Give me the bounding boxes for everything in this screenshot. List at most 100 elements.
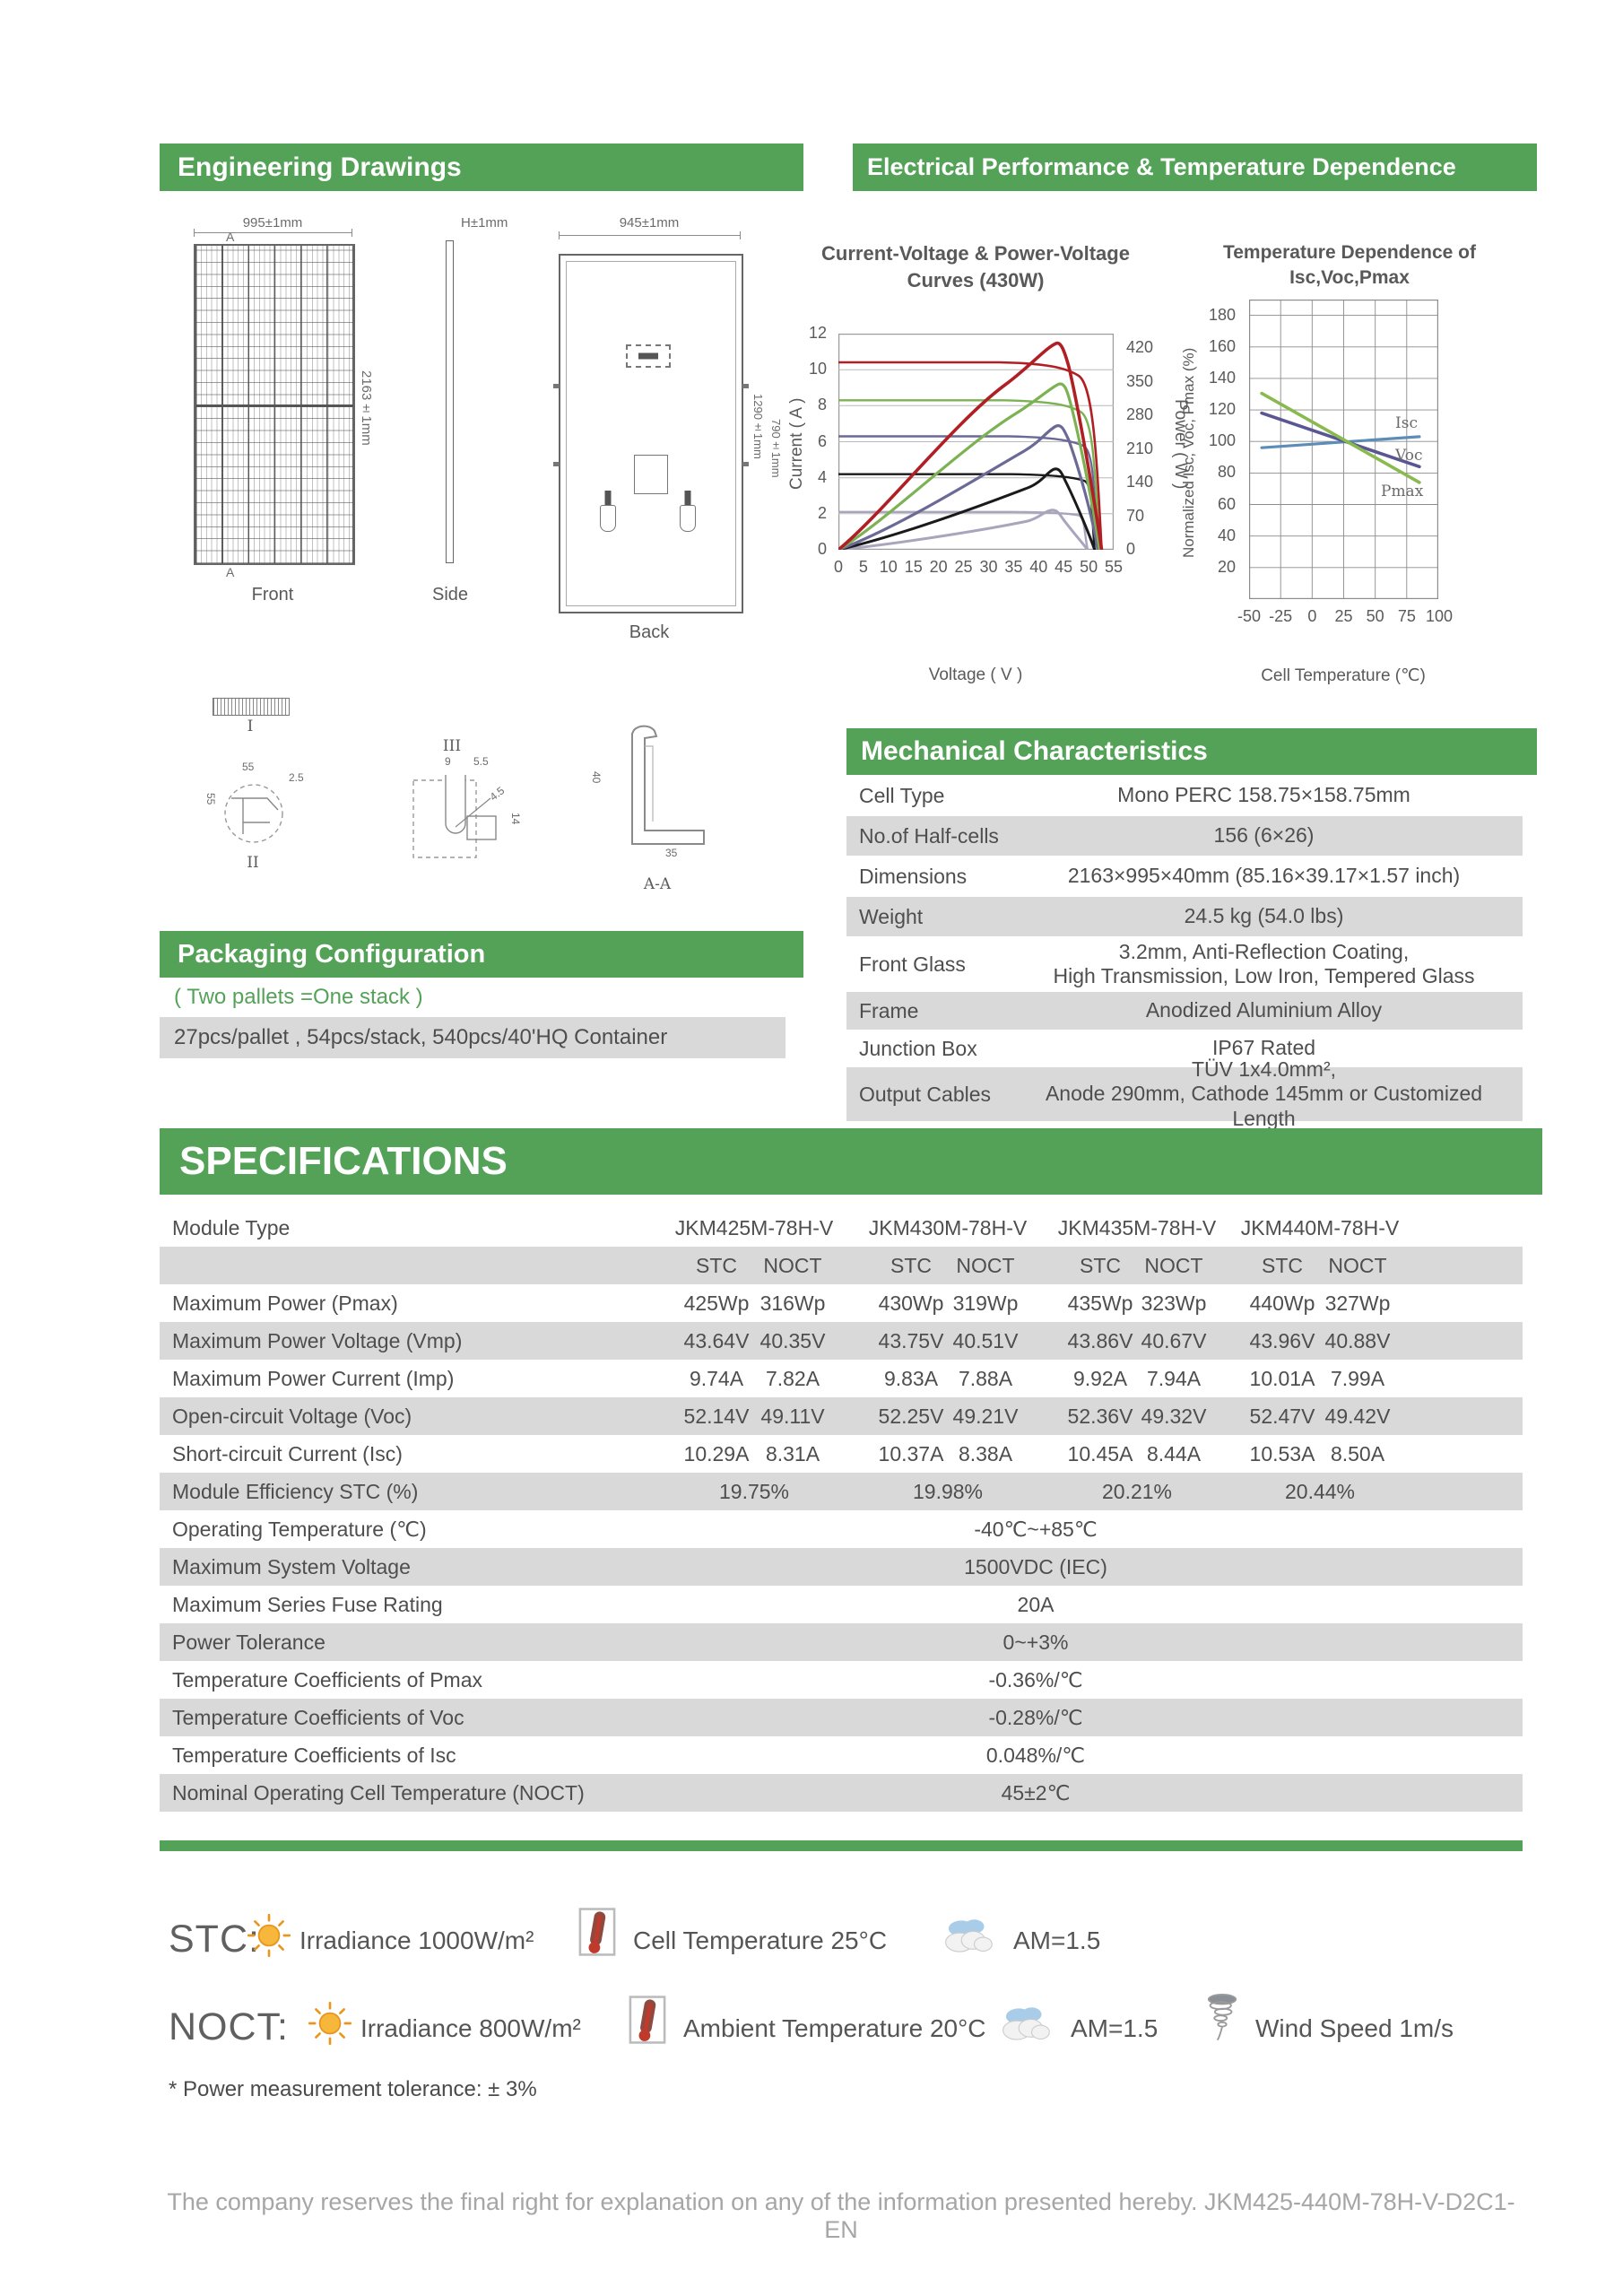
spec-row-label: Module Type — [172, 1216, 291, 1239]
mech-row-value-line2: High Transmission, Low Iron, Tempered Gl… — [1053, 964, 1475, 987]
noct-wind-speed-text: Wind Speed 1m/s — [1255, 2014, 1454, 2042]
iv-x-axis-label: Voltage ( V ) — [928, 665, 1023, 684]
electrical-performance-header: Electrical Performance & Temperature Dep… — [853, 144, 1537, 191]
mounting-distance-dimension-1: 1290±1mm — [751, 393, 765, 459]
axis-tick-label: 40 — [1029, 558, 1048, 576]
engineering-drawings-header: Engineering Drawings — [160, 144, 803, 191]
iv-chart-plot — [838, 334, 1114, 550]
side-view-drawing — [446, 240, 454, 563]
spec-value: 319Wp — [952, 1292, 1019, 1315]
spec-row-label: Maximum Power Current (Imp) — [172, 1367, 455, 1390]
iv-left-axis-ticks: 0 2 4 6 8 10 12 — [796, 324, 832, 558]
axis-tick-label: 6 — [817, 431, 827, 450]
temp-chart-title: Temperature Dependence of Isc,Voc,Pmax — [1222, 242, 1476, 289]
module-type: JKM435M-78H-V — [1057, 1216, 1217, 1239]
sun-icon — [247, 1914, 291, 1957]
section-divider — [160, 1840, 1523, 1851]
spec-value: 43.64V — [683, 1329, 750, 1352]
mounting-distance-dimension-2: 790±1mm — [769, 419, 783, 478]
axis-tick-label: 0 — [1126, 540, 1136, 558]
spec-row-label: Module Efficiency STC (%) — [172, 1480, 419, 1503]
detail-ii-drawing — [224, 784, 283, 843]
spec-value: 0.048%/℃ — [985, 1744, 1086, 1767]
noct-ambient-temperature-text: Ambient Temperature 20°C — [683, 2014, 986, 2042]
iv-y2-axis-label: Power ( W ) — [1171, 398, 1190, 490]
axis-tick-label: 15 — [904, 558, 923, 576]
mech-row-value: 3.2mm, Anti-Reflection Coating, High Tran… — [1012, 936, 1515, 992]
frame-profile-dim-width: 35 — [665, 847, 678, 859]
detail-ii-label: II — [247, 854, 259, 872]
spec-value: 10.45A — [1067, 1442, 1133, 1465]
spec-value: 43.75V — [878, 1329, 944, 1352]
table-row: Front Glass 3.2mm, Anti-Reflection Coati… — [846, 936, 1523, 992]
section-marker-a-top: A — [226, 230, 235, 244]
back-label-area — [634, 455, 668, 495]
detail-i-drawing — [213, 698, 290, 716]
side-view-label: Side — [431, 585, 469, 604]
spec-value: 20A — [1017, 1593, 1055, 1616]
iv-right-axis-ticks: 0 70 140 210 280 350 420 — [1123, 334, 1164, 558]
thermometer-icon — [578, 1908, 616, 1956]
module-type: JKM440M-78H-V — [1240, 1216, 1400, 1239]
spec-value: 10.01A — [1249, 1367, 1315, 1390]
spec-row-label: Nominal Operating Cell Temperature (NOCT… — [172, 1781, 585, 1805]
axis-tick-label: 30 — [979, 558, 998, 576]
spec-value: 52.14V — [683, 1405, 750, 1428]
dimension-tick — [194, 229, 195, 237]
electrical-performance-title: Electrical Performance & Temperature Dep… — [867, 153, 1456, 180]
module-type: JKM425M-78H-V — [674, 1216, 834, 1239]
clouds-icon — [945, 1919, 993, 1952]
axis-tick-label: 4 — [817, 467, 827, 486]
table-row: Junction Box IP67 Rated — [846, 1030, 1523, 1067]
axis-tick-label: 40 — [1217, 526, 1236, 544]
mech-row-value-line2: Anode 290mm, Cathode 145mm or Customized… — [1045, 1082, 1483, 1130]
table-row: Power Tolerance 0~+3% — [160, 1623, 1523, 1661]
axis-tick-label: 180 — [1208, 305, 1236, 324]
detail-iii-drawing — [412, 775, 497, 858]
table-row: No.of Half-cells 156 (6×26) — [846, 816, 1523, 856]
packaging-configuration-header: Packaging Configuration — [160, 931, 803, 978]
temp-x-axis-label: Cell Temperature (℃) — [1261, 666, 1426, 685]
back-width-dimension: 945±1mm — [619, 215, 680, 230]
axis-tick-label: 210 — [1126, 439, 1154, 457]
packaging-note: ( Two pallets =One stack ) — [174, 985, 423, 1009]
spec-row-label: Open-circuit Voltage (Voc) — [172, 1405, 412, 1428]
mech-row-value: Mono PERC 158.75×158.75mm — [1117, 783, 1410, 807]
axis-tick-label: 140 — [1126, 473, 1154, 491]
specifications-header: SPECIFICATIONS — [160, 1128, 1542, 1195]
table-row: Output Cables TÜV 1x4.0mm², Anode 290mm, … — [846, 1057, 1523, 1130]
cable-connector-drawing — [600, 491, 617, 533]
table-row: Cell Type Mono PERC 158.75×158.75mm — [846, 775, 1523, 816]
axis-tick-label: 280 — [1126, 405, 1154, 424]
back-view-label: Back — [629, 622, 670, 642]
spec-value: -0.28%/℃ — [988, 1706, 1083, 1729]
noct-label: NOCT: — [169, 2005, 289, 2048]
mech-row-label: Junction Box — [859, 1036, 977, 1060]
spec-value: 49.21V — [952, 1405, 1019, 1428]
spec-value: 327Wp — [1324, 1292, 1391, 1315]
detail-iii-dim: 14 — [509, 813, 522, 825]
spec-row-label: Temperature Coefficients of Pmax — [172, 1668, 483, 1692]
spec-value: 316Wp — [759, 1292, 826, 1315]
table-row: Open-circuit Voltage (Voc) 52.14V 49.11V… — [160, 1397, 1523, 1435]
table-row: Maximum Series Fuse Rating 20A — [160, 1586, 1523, 1623]
spec-value: 40.35V — [759, 1329, 826, 1352]
dimension-tick — [559, 231, 560, 239]
axis-tick-label: 45 — [1055, 558, 1073, 576]
spec-row-label: Maximum System Voltage — [172, 1555, 411, 1578]
spec-efficiency-row: Module Efficiency STC (%) 19.75% 19.98% … — [160, 1473, 1523, 1510]
axis-tick-label: 10 — [879, 558, 898, 576]
mounting-hole-mark — [742, 462, 749, 467]
mechanical-characteristics-header: Mechanical Characteristics — [846, 728, 1537, 775]
table-row: Maximum Power (Pmax) 425Wp 316Wp 430Wp 3… — [160, 1284, 1523, 1322]
spec-module-type-row: Module Type JKM425M-78H-V JKM430M-78H-V … — [160, 1209, 1523, 1247]
table-row: Maximum Power Current (Imp) 9.74A 7.82A … — [160, 1360, 1523, 1397]
table-row: Maximum Power Voltage (Vmp) 43.64V 40.35… — [160, 1322, 1523, 1360]
mech-row-label: Dimensions — [859, 864, 968, 888]
axis-tick-label: 420 — [1126, 338, 1154, 357]
axis-tick-label: 100 — [1426, 607, 1454, 625]
dimension-tick — [740, 231, 741, 239]
spec-row-label: Temperature Coefficients of Isc — [172, 1744, 456, 1767]
table-row: Short-circuit Current (Isc) 10.29A 8.31A… — [160, 1435, 1523, 1473]
mech-row-value: 2163×995×40mm (85.16×39.17×1.57 inch) — [1067, 864, 1461, 888]
